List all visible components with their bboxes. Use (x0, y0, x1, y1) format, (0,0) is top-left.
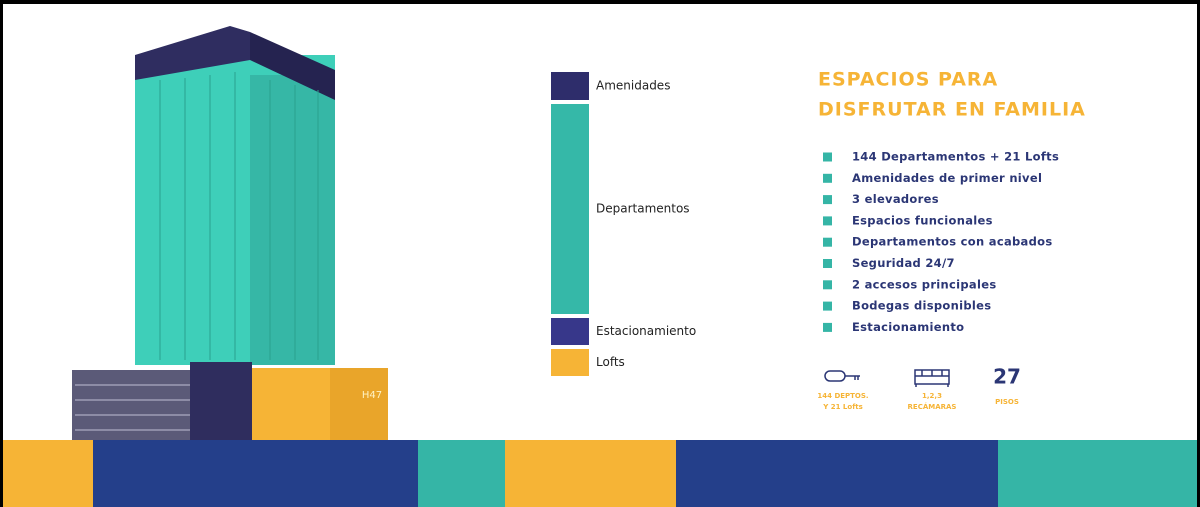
building-sign: H47 (362, 390, 382, 401)
feature-item: 144 Departamentos + 21 Lofts (852, 150, 1059, 164)
feature-item: Espacios funcionales (852, 213, 993, 227)
bullet (823, 280, 832, 290)
stat-caption: Y 21 Lofts (822, 403, 863, 411)
stat-caption: PISOS (995, 398, 1019, 406)
legend-swatch (551, 104, 589, 314)
legend-swatch (551, 349, 589, 376)
stat-caption: 144 DEPTOS. (817, 392, 868, 400)
bullet (823, 259, 832, 268)
bullet (823, 237, 832, 247)
feature-item: Amenidades de primer nivel (852, 171, 1042, 185)
legend-label: Lofts (596, 355, 625, 369)
stat-caption: 1,2,3 (922, 392, 942, 400)
bullet (823, 152, 832, 162)
feature-item: Departamentos con acabados (852, 235, 1053, 249)
legend-label: Amenidades (596, 79, 670, 93)
sofa-icon (914, 369, 950, 387)
legend: Amenidades Departamentos Estacionamiento Lo… (551, 72, 696, 376)
feature-item: 3 elevadores (852, 192, 939, 206)
bullet (823, 301, 832, 311)
key-icon (824, 370, 860, 382)
feature-item: Seguridad 24/7 (852, 256, 955, 270)
stat-caption: RECÁMARAS (908, 402, 957, 411)
color-band (3, 440, 1197, 507)
feature-item: Estacionamiento (852, 320, 964, 334)
stat-number: 27 (993, 365, 1021, 389)
feature-list: 144 Departamentos + 21 Lofts Amenidades d… (823, 150, 1059, 334)
heading: DISFRUTAR EN FAMILIA (818, 99, 1086, 121)
heading: ESPACIOS PARA (818, 69, 998, 91)
bullet (823, 322, 832, 332)
feature-item: 2 accesos principales (852, 277, 996, 291)
building: H47 (72, 26, 388, 440)
legend-label: Departamentos (596, 202, 690, 216)
feature-item: Bodegas disponibles (852, 299, 991, 313)
legend-swatch (551, 318, 589, 345)
legend-swatch (551, 72, 589, 100)
bullet (823, 195, 832, 205)
bullet (823, 173, 832, 183)
legend-label: Estacionamiento (596, 324, 696, 338)
bullet (823, 216, 832, 226)
